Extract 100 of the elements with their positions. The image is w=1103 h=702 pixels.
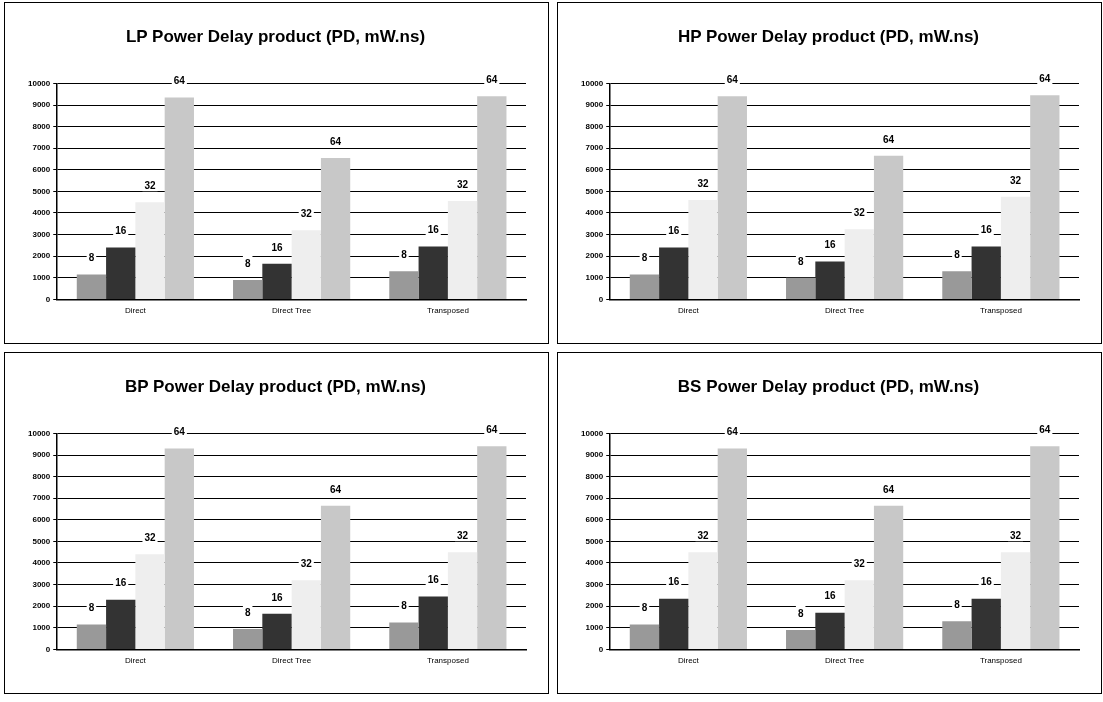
bar xyxy=(971,246,1001,299)
x-tick-label: Direct Tree xyxy=(825,656,865,666)
chart-title: BP Power Delay product (PD, mW.ns) xyxy=(124,376,427,396)
y-tick-label: 8000 xyxy=(32,121,51,131)
y-tick-label: 8000 xyxy=(585,471,604,481)
y-tick-label: 1000 xyxy=(585,273,604,282)
x-tick-label: Direct xyxy=(677,656,700,666)
text: 16 xyxy=(980,576,992,588)
bar xyxy=(233,628,263,649)
chart-title: BS Power Delay product (PD, mW.ns) xyxy=(677,376,980,396)
y-tick-label: 2000 xyxy=(585,601,604,611)
bar xyxy=(717,448,747,649)
bar xyxy=(291,580,321,649)
text: 16 xyxy=(824,590,836,602)
text: 32 xyxy=(853,558,865,570)
y-tick-label: 10000 xyxy=(581,428,604,438)
bar xyxy=(447,552,478,649)
y-tick-label: 4000 xyxy=(32,558,51,568)
y-tick-label: 1000 xyxy=(585,623,604,632)
x-tick-label: Direct xyxy=(677,306,700,316)
text: 32 xyxy=(300,558,312,570)
bar xyxy=(477,96,507,299)
bar xyxy=(1000,196,1031,299)
text: 64 xyxy=(486,424,498,436)
text: 16 xyxy=(980,224,992,236)
y-tick-label: 10000 xyxy=(28,78,51,88)
bar xyxy=(844,229,874,299)
bar xyxy=(135,202,165,299)
series-label: 64 xyxy=(726,74,739,86)
y-tick-label: 5000 xyxy=(585,186,604,196)
bar xyxy=(106,247,136,299)
y-tick-label: 10000 xyxy=(28,428,51,438)
text: 8 xyxy=(401,600,407,612)
text: 64 xyxy=(1039,73,1051,85)
bar xyxy=(418,596,448,649)
bar xyxy=(418,246,448,299)
y-tick-label: 0 xyxy=(598,644,604,654)
y-tick-label: 9000 xyxy=(32,100,51,110)
text: 32 xyxy=(1009,174,1022,186)
bar xyxy=(389,622,419,649)
y-tick-label: 9000 xyxy=(585,450,604,460)
bar xyxy=(688,200,718,299)
x-tick-label: Transposed xyxy=(426,306,469,316)
y-tick-label: 3000 xyxy=(585,229,604,239)
y-tick-label: 4000 xyxy=(585,558,604,568)
bar xyxy=(688,552,718,649)
bar xyxy=(106,599,136,649)
y-tick-label: 9000 xyxy=(585,100,604,110)
text: 8 xyxy=(797,255,804,267)
text: 16 xyxy=(271,241,283,253)
series-label: 64 xyxy=(726,426,739,438)
bar xyxy=(320,505,351,649)
text: 32 xyxy=(300,208,312,220)
bar xyxy=(135,554,165,649)
bar xyxy=(659,598,689,649)
y-tick-label: 7000 xyxy=(32,143,51,153)
x-tick-label: Direct Tree xyxy=(272,656,312,666)
x-tick-label: Transposed xyxy=(979,306,1022,316)
bar xyxy=(971,598,1001,649)
y-tick-label: 4000 xyxy=(585,208,604,218)
bar xyxy=(76,624,107,649)
bar xyxy=(786,277,816,299)
text: 64 xyxy=(330,483,342,495)
bar xyxy=(447,201,478,299)
y-tick-label: 1000 xyxy=(32,623,51,632)
text: 16 xyxy=(427,574,439,586)
bar xyxy=(629,274,660,299)
y-tick-label: 3000 xyxy=(585,579,604,589)
series-label: 64 xyxy=(173,75,186,87)
bar xyxy=(164,448,194,649)
bar xyxy=(815,261,845,299)
bar xyxy=(786,629,816,649)
bar xyxy=(262,613,292,649)
bar xyxy=(815,612,845,649)
series-label: 16 xyxy=(115,577,127,589)
bar xyxy=(844,580,874,649)
series-label: 8 xyxy=(88,252,95,264)
text: 8 xyxy=(797,607,804,619)
series-label: 16 xyxy=(115,225,127,237)
text: 16 xyxy=(824,239,836,251)
series-label: 32 xyxy=(144,532,157,544)
bar xyxy=(659,247,689,299)
y-tick-label: 2000 xyxy=(32,601,51,611)
chart-title: HP Power Delay product (PD, mW.ns) xyxy=(677,26,980,46)
y-tick-label: 3000 xyxy=(32,229,51,239)
bar xyxy=(942,271,972,299)
bar xyxy=(164,97,194,299)
bar xyxy=(873,505,904,649)
text: 64 xyxy=(486,74,498,86)
text: 32 xyxy=(456,178,469,190)
y-tick-label: 7000 xyxy=(32,493,51,503)
text: 64 xyxy=(883,133,895,145)
bar xyxy=(389,271,419,299)
y-tick-label: 7000 xyxy=(585,493,604,503)
bar xyxy=(76,274,107,299)
text: 32 xyxy=(1009,529,1022,541)
y-tick-label: 0 xyxy=(45,644,51,654)
text: 64 xyxy=(883,483,895,495)
bar xyxy=(942,621,972,649)
text: 16 xyxy=(271,591,283,603)
